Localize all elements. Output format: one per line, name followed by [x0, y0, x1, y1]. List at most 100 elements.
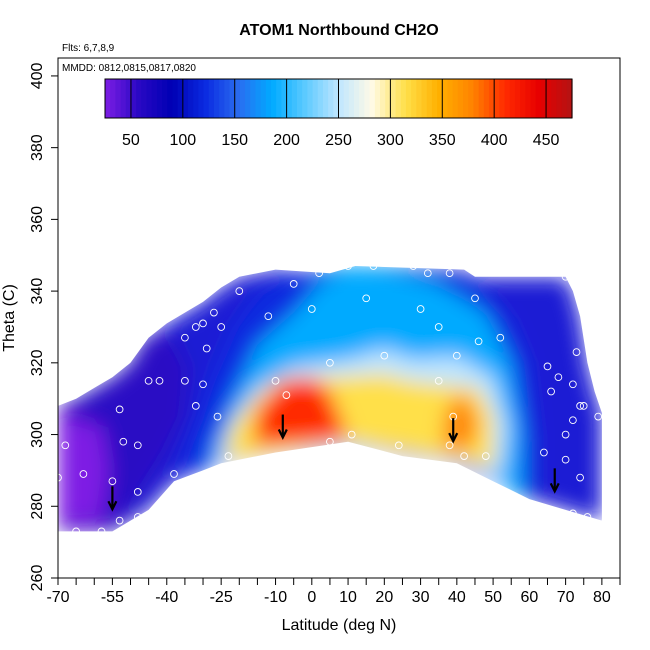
colorbar-cell-69: [463, 79, 469, 118]
colorbar-cell-65: [442, 79, 449, 118]
colorbar-cell-73: [483, 79, 490, 118]
sample-point-49: [474, 337, 483, 346]
colorbar-cell-4: [125, 79, 132, 118]
colorbar-label-400: 400: [481, 132, 508, 149]
plot-frame: [57, 57, 621, 579]
sample-point-40: [394, 441, 403, 450]
colorbar-cell-41: [317, 79, 324, 118]
x-tick-label-0: 0: [307, 589, 316, 606]
colorbar-cell-24: [229, 79, 236, 118]
colorbar-cell-30: [260, 79, 267, 118]
sample-point-17: [199, 380, 207, 389]
y-tick-label-400: 400: [29, 62, 46, 89]
colorbar-label-350: 350: [429, 132, 456, 149]
sample-point-22: [235, 287, 244, 295]
colorbar-cell-47: [348, 79, 355, 118]
sample-point-43: [423, 269, 432, 278]
x-tick-label--10: -10: [264, 589, 287, 606]
colorbar-cell-49: [359, 79, 366, 118]
x-tick-label--25: -25: [210, 589, 233, 606]
sample-point-6: [133, 513, 142, 521]
sample-point-20: [202, 344, 211, 353]
sample-point-41: [409, 262, 418, 270]
colorbar-cell-12: [167, 79, 174, 118]
sample-point-62: [594, 412, 603, 421]
y-tick-label-380: 380: [29, 134, 46, 161]
colorbar-cell-64: [437, 79, 443, 118]
sample-point-18: [213, 412, 222, 421]
surface-arrow-2: [448, 418, 459, 444]
colorbar-cell-33: [276, 79, 283, 118]
sample-point-32: [282, 391, 291, 399]
sample-point-57: [569, 380, 577, 389]
colorbar-cell-71: [473, 79, 480, 118]
x-tick-label-30: 30: [412, 589, 430, 606]
sample-point-8: [119, 437, 128, 446]
colorbar-cell-35: [286, 79, 293, 118]
sample-point-30: [315, 269, 323, 278]
colorbar-cell-85: [546, 79, 552, 118]
colorbar-cell-2: [115, 79, 122, 118]
sample-point-11: [61, 441, 70, 450]
sample-point-67: [576, 473, 584, 482]
colorbar-cell-55: [390, 79, 397, 118]
colorbar-cell-29: [255, 79, 262, 118]
sample-point-2: [58, 473, 62, 482]
sample-point-70: [601, 516, 610, 525]
sample-point-25: [199, 319, 207, 328]
x-tick-label-40: 40: [448, 589, 466, 606]
colorbar-cell-36: [291, 79, 298, 118]
colorbar-cell-23: [224, 79, 231, 118]
sample-point-21: [217, 323, 226, 331]
colorbar-cell-37: [296, 79, 303, 118]
colorbar-cell-32: [271, 79, 277, 118]
colorbar-cell-9: [151, 79, 158, 118]
colorbar-cell-26: [239, 79, 246, 118]
colorbar-cell-15: [182, 79, 189, 118]
sample-point-3: [79, 470, 88, 478]
colorbar-cell-57: [400, 79, 407, 118]
colorbar-cell-14: [177, 79, 184, 118]
colorbar-cell-87: [556, 79, 563, 118]
colorbar-cell-17: [193, 79, 199, 118]
sample-point-38: [369, 262, 378, 270]
sample-point-12: [144, 376, 153, 385]
sample-point-51: [445, 441, 454, 450]
colorbar-cell-11: [162, 79, 168, 118]
sample-point-60: [590, 351, 599, 360]
sample-point-15: [181, 376, 189, 385]
sample-point-10: [115, 405, 124, 414]
colorbar-cell-51: [369, 79, 376, 118]
x-tick-label-70: 70: [557, 589, 575, 606]
y-axis: 260 280 300 320 340 360 380 400: [29, 62, 58, 591]
colorbar-cell-77: [504, 79, 511, 118]
sample-point-28: [271, 376, 280, 385]
flights-note: Flts: 6,7,8,9: [62, 43, 115, 54]
sample-point-58: [561, 272, 570, 281]
sample-point-1: [97, 527, 106, 536]
sample-point-61: [579, 402, 588, 410]
sample-point-34: [326, 358, 334, 367]
colorbar-cell-50: [364, 79, 371, 118]
x-tick-label-20: 20: [375, 589, 393, 606]
sample-point-68: [569, 509, 577, 518]
sample-point-64: [576, 402, 584, 410]
colorbar-cell-84: [540, 79, 547, 118]
colorbar-cell-58: [405, 79, 412, 118]
colorbar-cell-53: [380, 79, 386, 118]
surface-arrow-3: [549, 468, 560, 494]
sample-point-54: [496, 333, 505, 342]
colorbar-cell-70: [468, 79, 475, 118]
colorbar-cell-25: [234, 79, 241, 118]
colorbar-cell-16: [188, 79, 194, 118]
colorbar-cell-6: [136, 79, 142, 118]
colorbar-label-250: 250: [325, 132, 352, 149]
colorbar-cell-52: [374, 79, 381, 118]
sample-point-19: [224, 452, 233, 460]
colorbar-label-100: 100: [169, 132, 196, 149]
sample-point-63: [569, 416, 577, 425]
colorbar-cell-76: [499, 79, 506, 118]
colorbar-cell-67: [452, 79, 459, 118]
heatmap-field: [58, 266, 602, 532]
